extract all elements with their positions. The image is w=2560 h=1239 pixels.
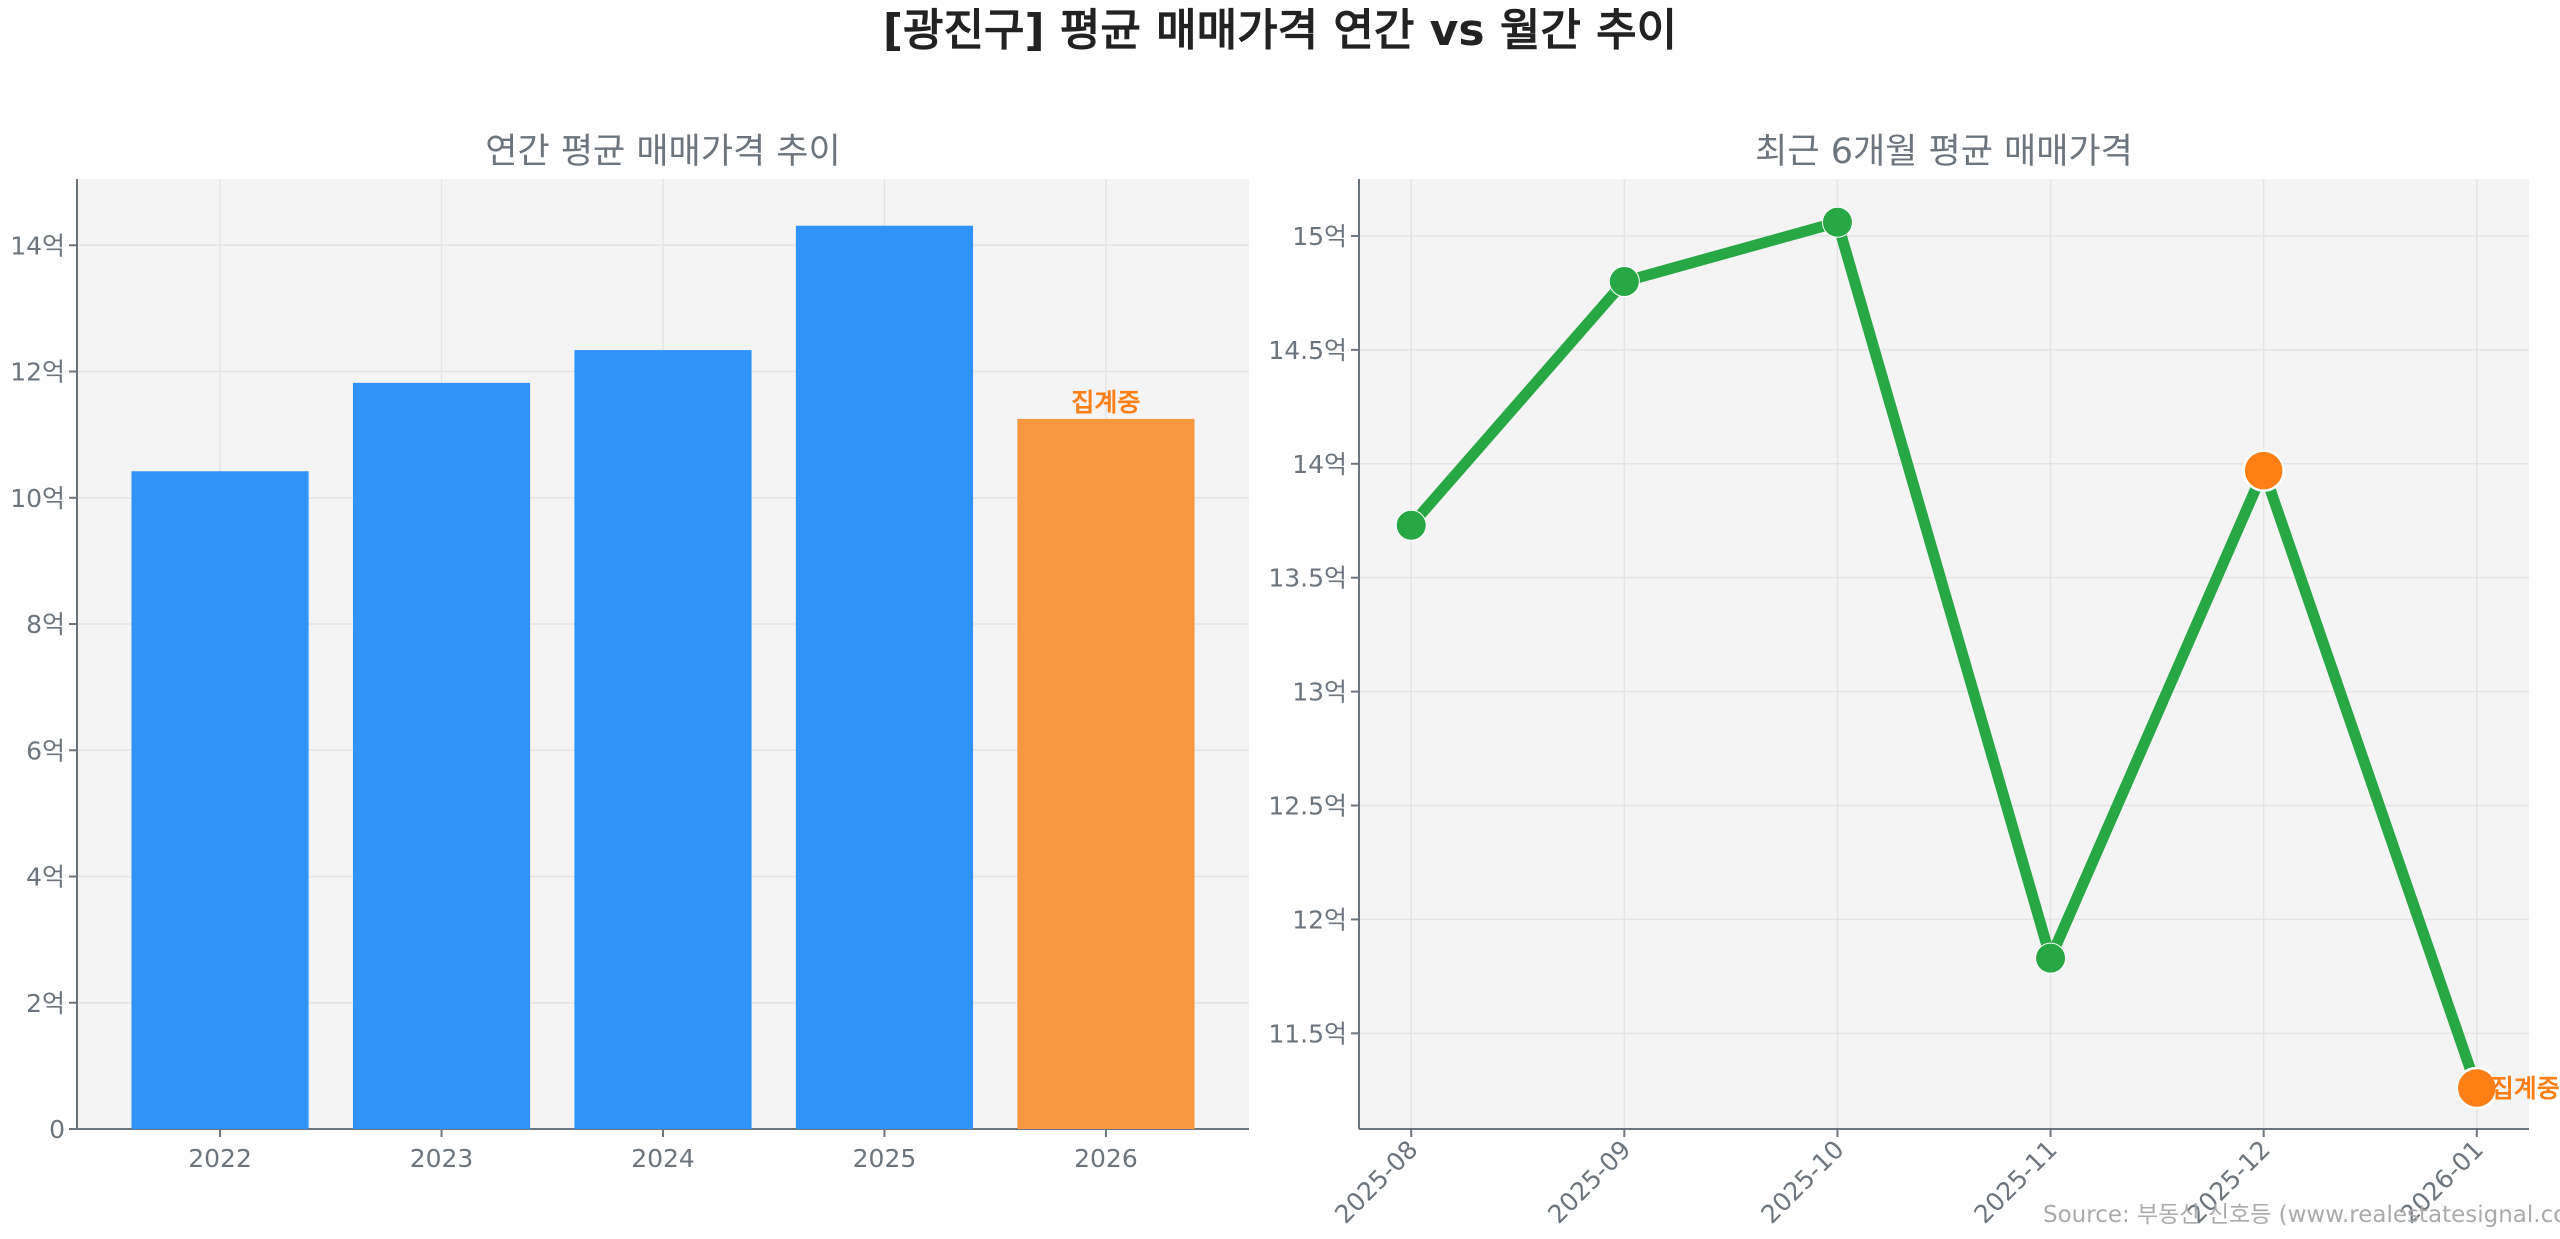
x-tick-label: 2026 [1074,1144,1138,1173]
y-tick-label: 8억 [26,610,65,639]
bar-2025 [795,225,974,1130]
y-tick-label: 14.5억 [1268,336,1347,365]
x-tick-label: 2025 [853,1144,917,1173]
monthly-line-chart: 11.5억 12억 12.5억 13억 13.5억 14억 14.5억 15억 2025-08 2… [1268,132,2559,1229]
y-tick-label: 12.5억 [1268,791,1347,820]
subplot-title: 최근 6개월 평균 매매가격 [1755,132,2133,172]
series-line [1407,216,2482,1090]
y-tick-label: 13.5억 [1268,564,1347,593]
x-tick-label: 2024 [631,1144,695,1173]
x-tick-label: 2025-10 [1755,1135,1849,1229]
subplot-title: 연간 평균 매매가격 추이 [485,132,840,172]
y-tick-label: 2억 [26,989,65,1018]
bar-2024 [574,350,752,1129]
figure-title: [광진구] 평균 매매가격 연간 vs 월간 추이 [883,5,1677,56]
partial-annotation: 집계중 [2491,1074,2560,1103]
x-tick-label: 2023 [410,1144,474,1173]
x-tick-label: 2025-09 [1542,1135,1636,1229]
plot-area [1359,179,2529,1129]
y-tick-label: 11.5억 [1268,1019,1347,1048]
data-point-2025-12 [2242,449,2285,492]
data-point-2025-11 [2035,942,2067,974]
data-point-2025-09 [1608,266,1640,298]
y-tick-label: 12억 [10,358,65,387]
y-tick-label: 15억 [1292,222,1347,251]
x-tick-label: 2022 [188,1144,252,1173]
data-point-2025-08 [1395,509,1427,541]
y-tick-label: 14억 [10,231,65,260]
bar-2023 [352,382,531,1129]
partial-annotation: 집계중 [1071,388,1140,417]
x-tick-label: 2025-08 [1329,1135,1423,1229]
source-note: Source: 부동산 신호등 (www.realestatesignal.co… [2043,1202,2560,1228]
y-tick-label: 10억 [10,484,65,513]
y-tick-label: 0 [49,1115,65,1144]
data-point-2025-10 [1821,206,1853,238]
y-tick-label: 4억 [26,863,65,892]
annual-bar-chart: 0 2억 4억 6억 8억 10억 12억 14억 2022 2023 2024 2025 2026 연간… [10,132,1249,1173]
y-tick-label: 13억 [1292,678,1347,707]
y-tick-label: 12억 [1292,905,1347,934]
bar-2026 [1017,418,1195,1130]
bar-2022 [131,471,309,1129]
y-tick-label: 6억 [26,736,65,765]
y-tick-label: 14억 [1292,450,1347,479]
data-point-2026-01 [2455,1066,2499,1110]
